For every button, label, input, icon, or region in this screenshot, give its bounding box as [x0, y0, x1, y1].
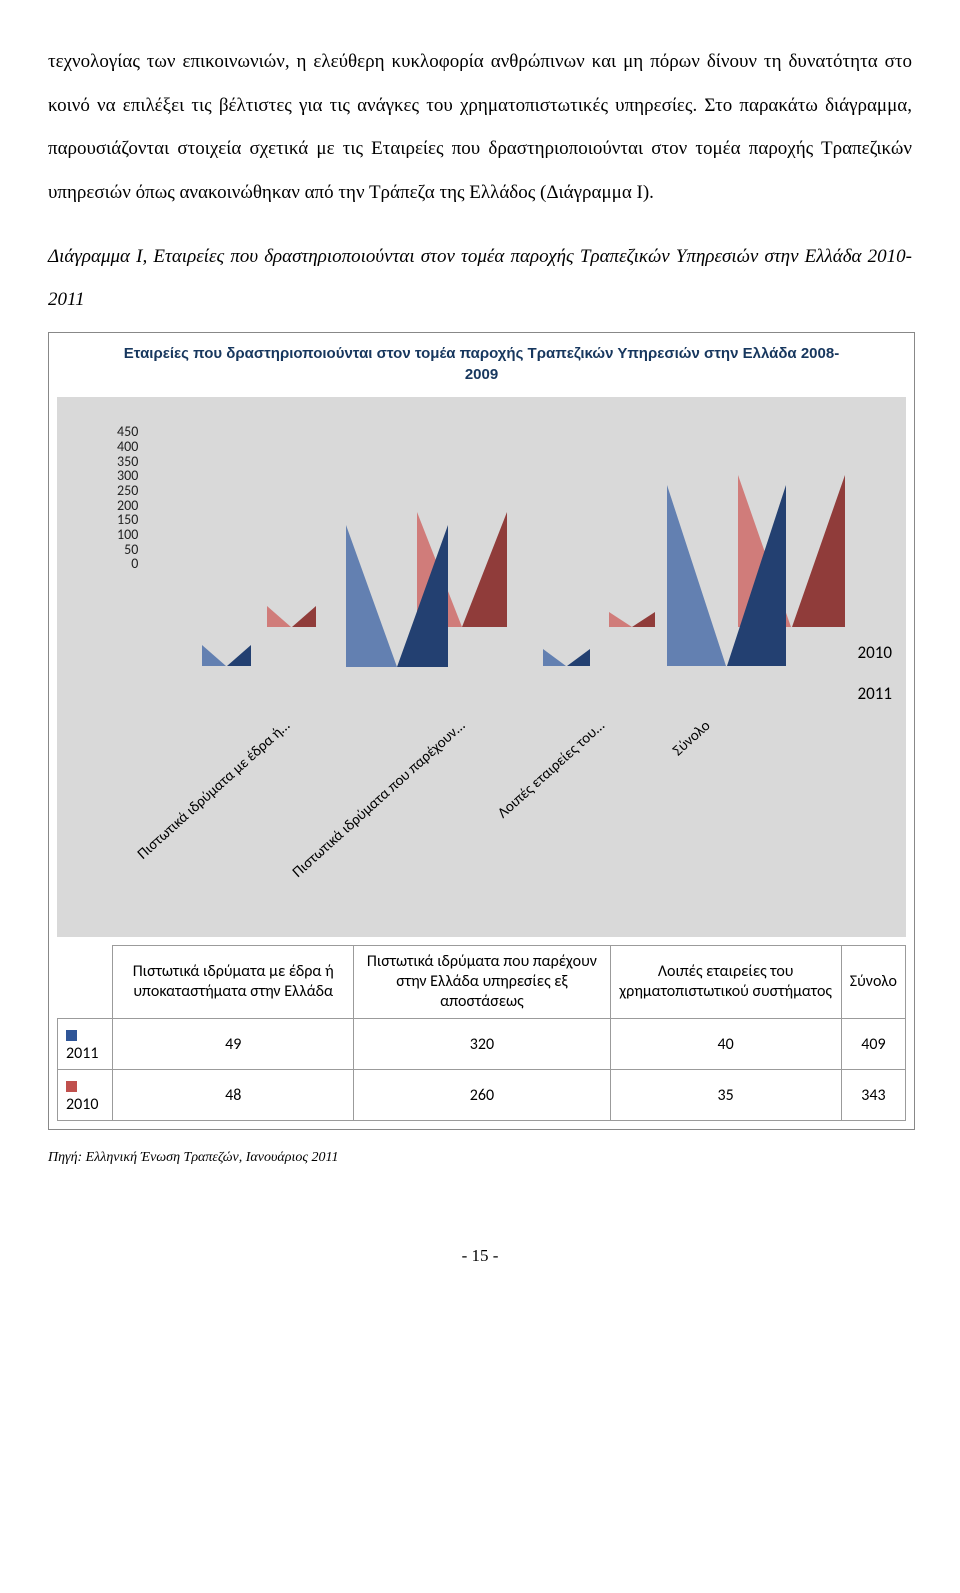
legend-item-2011: 2011 — [858, 683, 892, 704]
pyramid-face-right — [227, 645, 251, 666]
category-label: Λοιπές εταιρείες του… — [495, 717, 609, 822]
pyramid-series-container — [167, 427, 807, 727]
table-cell: 49 — [113, 1019, 354, 1070]
series-swatch-icon — [66, 1030, 77, 1041]
pyramid-face-right — [727, 485, 786, 666]
pyramid-face-left — [667, 485, 726, 666]
table-cell: 260 — [354, 1070, 610, 1121]
table-cell: 35 — [610, 1070, 841, 1121]
data-table: Πιστωτικά ιδρύματα με έδρα ή υποκαταστήμ… — [57, 945, 906, 1121]
table-row: 20114932040409 — [58, 1019, 906, 1070]
chart-source: Πηγή: Ελληνική Ένωση Τραπεζών, Ιανουάριο… — [48, 1150, 912, 1166]
table-cell: 343 — [841, 1070, 905, 1121]
series-legend: 2010 2011 — [858, 642, 892, 724]
table-col-header: Λοιπές εταιρείες του χρηματοπιστωτικού σ… — [610, 946, 841, 1019]
table-col-header: Σύνολο — [841, 946, 905, 1019]
figure-caption: Διάγραμμα Ι, Εταιρείες που δραστηριοποιο… — [48, 235, 912, 322]
pyramid-face-right — [397, 525, 448, 667]
table-cell: 320 — [354, 1019, 610, 1070]
pyramid-face-right — [632, 612, 655, 627]
pyramid-face-right — [462, 512, 507, 627]
page-number: - 15 - — [48, 1246, 912, 1266]
table-cell: 48 — [113, 1070, 354, 1121]
table-corner — [58, 946, 113, 1019]
table-cell: 409 — [841, 1019, 905, 1070]
pyramid-face-left — [609, 612, 632, 627]
pyramid-face-right — [567, 649, 590, 666]
category-axis: Πιστωτικά ιδρύματα με έδρα ή…Πιστωτικά ι… — [57, 707, 906, 927]
table-row: 20104826035343 — [58, 1070, 906, 1121]
pyramid-face-left — [267, 606, 291, 627]
chart-title: Εταιρείες που δραστηριοποιούνται στον το… — [49, 333, 914, 389]
row-header: 2010 — [58, 1070, 113, 1121]
series-swatch-icon — [66, 1081, 77, 1092]
pyramid-face-left — [543, 649, 566, 666]
table-cell: 40 — [610, 1019, 841, 1070]
chart-container: Εταιρείες που δραστηριοποιούνται στον το… — [48, 332, 915, 1130]
pyramid-face-left — [202, 645, 226, 666]
category-label: Πιστωτικά ιδρύματα με έδρα ή… — [134, 717, 294, 863]
pyramid-face-right — [792, 475, 845, 627]
table-col-header: Πιστωτικά ιδρύματα που παρέχουν στην Ελλ… — [354, 946, 610, 1019]
category-label: Πιστωτικά ιδρύματα που παρέχουν… — [289, 717, 469, 882]
category-label: Σύνολο — [669, 717, 714, 760]
legend-item-2010: 2010 — [858, 642, 892, 663]
pyramid-face-right — [292, 606, 316, 627]
document-paragraph: τεχνολογίας των επικοινωνιών, η ελεύθερη… — [48, 40, 912, 215]
y-axis: 450400350300250200150100500 — [117, 425, 138, 572]
chart-plot-area: 450400350300250200150100500 Πιστωτικά ιδ… — [57, 397, 906, 937]
pyramid-face-left — [346, 525, 397, 667]
row-header: 2011 — [58, 1019, 113, 1070]
table-col-header: Πιστωτικά ιδρύματα με έδρα ή υποκαταστήμ… — [113, 946, 354, 1019]
y-tick: 0 — [117, 557, 138, 572]
